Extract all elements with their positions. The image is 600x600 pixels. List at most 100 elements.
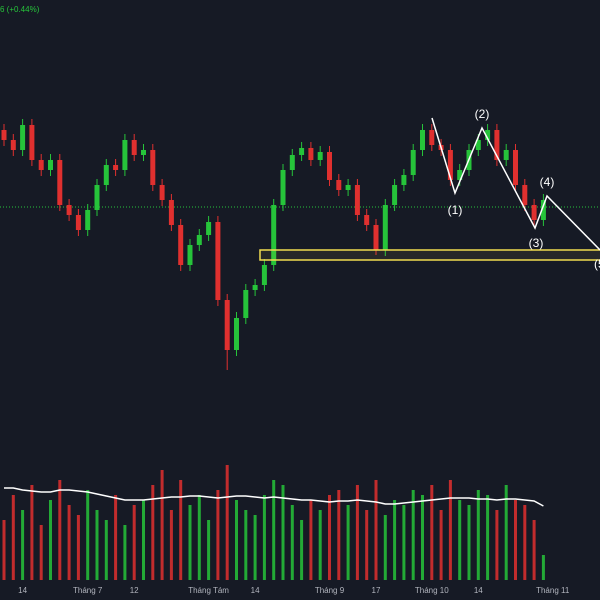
candle-body: [457, 170, 463, 180]
volume-bar: [421, 495, 424, 580]
volume-bar: [411, 490, 415, 580]
candle-body: [150, 150, 156, 185]
volume-bar: [300, 520, 304, 580]
candle-body: [57, 160, 63, 205]
volume-bar: [448, 480, 452, 580]
volume-bar: [216, 490, 220, 580]
volume-bar: [67, 505, 71, 580]
x-tick-label: 14: [18, 586, 27, 595]
candle-body: [531, 205, 537, 220]
volume-bar: [272, 480, 276, 580]
candle-body: [206, 222, 212, 235]
volume-bar: [151, 485, 155, 580]
candle-body: [475, 140, 481, 150]
volume-bar: [328, 495, 331, 580]
volume-bar: [439, 510, 443, 580]
candle-body: [401, 175, 407, 185]
volume-bar: [504, 485, 508, 580]
volume-bar: [179, 480, 183, 580]
volume-bar: [346, 505, 350, 580]
volume-bar: [495, 510, 499, 580]
candle-body: [10, 140, 16, 150]
candle-body: [196, 235, 202, 245]
candle-body: [354, 185, 360, 215]
wave-label: (3): [529, 236, 544, 250]
candle-body: [345, 185, 351, 190]
candle-body: [66, 205, 72, 215]
volume-bar: [207, 520, 211, 580]
volume-bar: [476, 490, 480, 580]
candle-body: [271, 205, 277, 265]
candle-body: [103, 165, 109, 185]
candle-body: [540, 200, 546, 220]
volume-bar: [188, 505, 192, 580]
candle-body: [234, 318, 239, 350]
candle-body: [420, 130, 425, 150]
candle-body: [20, 125, 26, 150]
candle-body: [75, 215, 81, 230]
candle-body: [429, 130, 435, 145]
candle-body: [382, 205, 388, 250]
candle-body: [178, 225, 184, 265]
volume-bar: [58, 480, 62, 580]
volume-bar: [235, 500, 238, 580]
candle-body: [522, 185, 528, 205]
volume-bar: [290, 505, 294, 580]
candle-body: [513, 150, 518, 185]
volume-bar: [365, 510, 369, 580]
volume-bar: [374, 480, 378, 580]
volume-bar: [262, 495, 266, 580]
candle-body: [308, 148, 314, 160]
support-zone: [259, 249, 600, 261]
wave-drawing: [431, 117, 600, 251]
volume-bar: [532, 520, 536, 580]
volume-bar: [514, 500, 517, 580]
x-tick-label: 12: [130, 586, 139, 595]
candles: [1, 119, 546, 370]
volume-bar: [95, 510, 99, 580]
candle-body: [122, 140, 128, 170]
candle-body: [299, 148, 305, 155]
candle-body: [503, 150, 509, 160]
volume-bar: [458, 500, 462, 580]
wave-label: (2): [475, 107, 490, 121]
volume-bar: [467, 505, 471, 580]
volume-bar: [523, 505, 527, 580]
candle-body: [168, 200, 174, 225]
volume-bar: [337, 490, 341, 580]
volume-bar: [309, 500, 313, 580]
wave-label: (1): [448, 203, 463, 217]
candle-body: [336, 180, 342, 190]
volume-bar: [430, 485, 434, 580]
candle-body: [29, 125, 35, 160]
volume-bar: [39, 525, 43, 580]
x-tick-label: Tháng 7: [73, 586, 103, 595]
candle-body: [38, 160, 44, 170]
candle-body: [447, 150, 453, 180]
candle-body: [317, 152, 323, 160]
volume-bar: [393, 500, 397, 580]
candle-body: [289, 155, 295, 170]
candle-body: [113, 165, 119, 170]
volume-bar: [402, 505, 406, 580]
candle-body: [327, 152, 332, 180]
volume-bar: [244, 510, 248, 580]
wave-label: (4): [540, 175, 555, 189]
volume-ma-line: [4, 487, 544, 507]
volume-bar: [30, 485, 34, 580]
volume-bar: [383, 515, 387, 580]
candle-body: [94, 185, 100, 210]
candle-body: [215, 222, 221, 300]
volume-bar: [123, 525, 127, 580]
x-axis: 14 Tháng 7 12 Tháng Tám 14 Tháng 9 17 Tháng 10 1…: [18, 586, 570, 595]
candle-body: [85, 210, 91, 230]
candle-body: [364, 215, 370, 225]
wave-label: (5: [594, 257, 600, 271]
volume-bar: [132, 505, 136, 580]
volume-bar: [197, 495, 201, 580]
volume-bar: [104, 520, 108, 580]
candle-body: [494, 130, 500, 160]
candle-body: [187, 245, 193, 265]
volume-bar: [160, 470, 164, 580]
